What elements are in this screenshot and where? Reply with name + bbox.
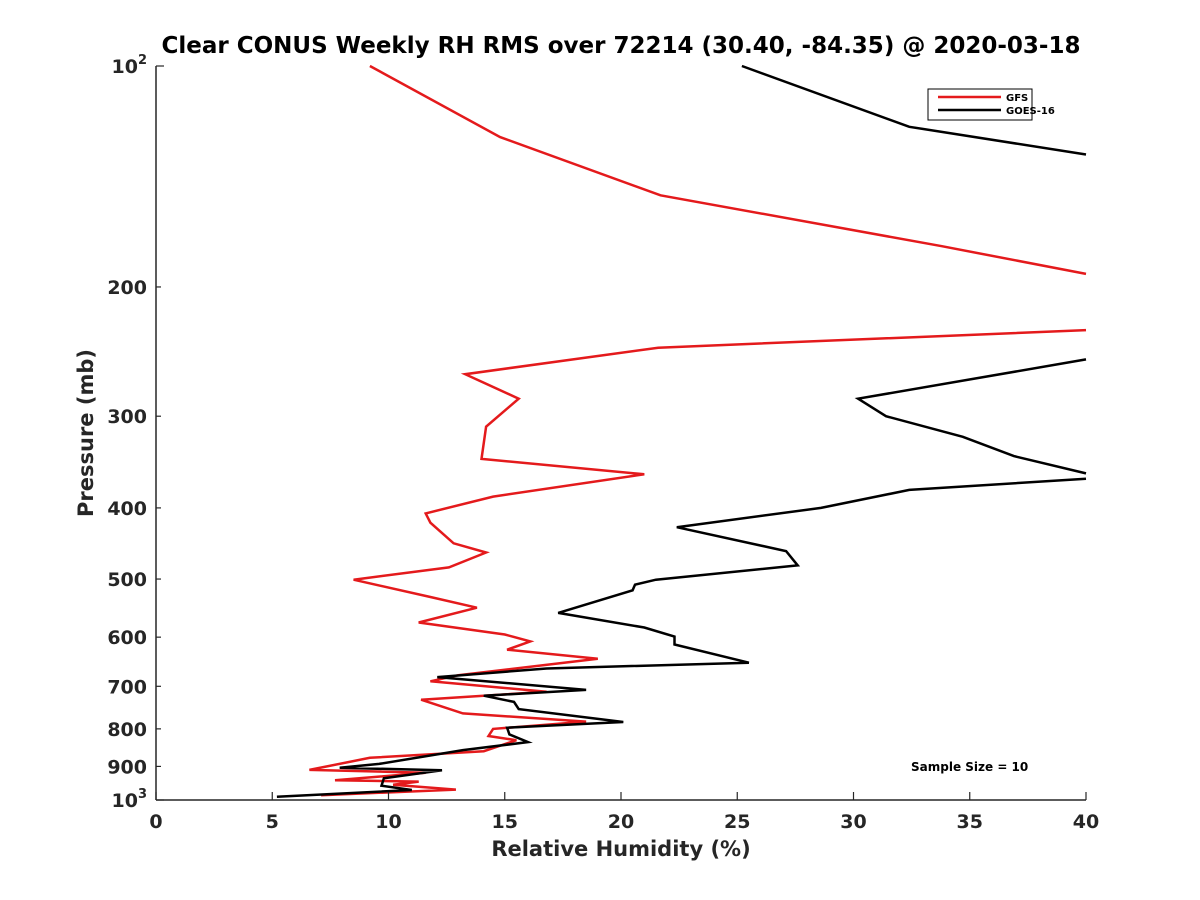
x-tick-label: 25 — [724, 811, 750, 833]
x-axis-label: Relative Humidity (%) — [491, 837, 750, 861]
x-tick-label: 30 — [840, 811, 866, 833]
series-layer — [276, 64, 1087, 799]
series-line-gfs — [309, 64, 1087, 797]
y-tick-label: 700 — [107, 676, 147, 698]
y-tick-label: 300 — [107, 406, 147, 428]
y-tick-label: 900 — [107, 756, 147, 778]
legend-label-gfs: GFS — [1006, 93, 1028, 104]
x-tick-label: 20 — [608, 811, 634, 833]
x-tick-label: 0 — [149, 811, 162, 833]
x-tick-layer: 0 5 10 15 20 25 30 35 40 — [149, 792, 1099, 833]
axes-background — [156, 66, 1086, 800]
x-tick-label: 35 — [957, 811, 983, 833]
x-tick-label: 40 — [1073, 811, 1099, 833]
y-tick-label: 200 — [107, 277, 147, 299]
y-tick-label: 800 — [107, 719, 147, 741]
legend: GFS GOES-16 — [927, 88, 1055, 121]
y-tick-label: 500 — [107, 569, 147, 591]
y-tick-label: 400 — [107, 498, 147, 520]
x-tick-label: 15 — [492, 811, 518, 833]
chart-title: Clear CONUS Weekly RH RMS over 72214 (30… — [162, 33, 1081, 59]
y-tick-label: 600 — [107, 627, 147, 649]
legend-box — [927, 88, 1033, 121]
legend-label-goes-16: GOES-16 — [1006, 106, 1055, 117]
sample-size-annotation: Sample Size = 10 — [911, 760, 1028, 774]
x-tick-label: 10 — [375, 811, 401, 833]
y-axis-label: Pressure (mb) — [74, 349, 98, 517]
x-tick-label: 5 — [266, 811, 279, 833]
series-line-goes-16 — [276, 64, 1087, 799]
